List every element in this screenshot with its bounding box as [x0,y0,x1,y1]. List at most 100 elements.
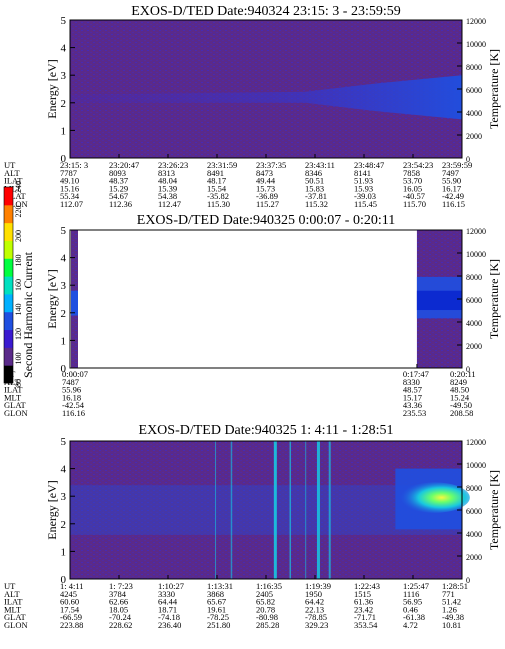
table-cell: 1:16:35 [256,581,282,591]
table-cell: 2405 [256,589,273,599]
table-cell: 115.45 [354,199,377,209]
table-cell: 60.60 [60,597,79,607]
table-cell: 53.70 [403,176,422,186]
colorbar-label: Second Harmonic Current [21,251,35,378]
row-label-ilat: ILAT [4,385,23,395]
table-cell: 4245 [60,589,77,599]
colorbar-tick-label: 160 [14,279,23,291]
table-cell: -66.59 [60,612,82,622]
table-cell: 3784 [109,589,127,599]
panel-3-title: EXOS-D/TED Date:940325 1: 4:11 - 1:28:51 [139,423,394,438]
table-cell: 15.54 [207,183,227,193]
colorbar-segment [4,276,13,295]
table-cell: 55.34 [60,191,80,201]
y-axis-label: Energy [eV] [45,269,59,328]
y-tick-label: 2 [61,519,67,531]
table-cell: 0:00:07 [62,369,88,379]
table-cell: -42.49 [442,191,464,201]
y2-tick-label: 12000 [466,227,486,236]
table-cell: 8093 [109,168,126,178]
table-cell: 1116 [403,589,419,599]
y2-axis-label: Temperature [K] [487,49,501,129]
table-cell: 15.39 [158,183,177,193]
y-axis-label: Energy [eV] [45,480,59,539]
table-cell: -39.03 [354,191,376,201]
row-label-ut: UT [4,581,16,591]
table-cell: 1:19:39 [305,581,331,591]
y2-tick-label: 10000 [466,461,486,470]
y2-tick-label: 8000 [466,63,482,72]
panel-1: EXOS-D/TED Date:940324 23:15: 3 - 23:59:… [4,4,501,209]
table-cell: 56.95 [403,597,422,607]
table-cell: 115.70 [403,199,426,209]
table-cell: -80.98 [256,612,278,622]
y-tick-label: 1 [61,335,67,347]
panel-1-spectrogram [70,20,462,158]
spectrogram-burst [328,441,331,579]
y2-tick-label: 6000 [466,296,482,305]
table-cell: 1950 [305,589,322,599]
colorbar-segment [4,258,13,277]
y2-axis-label: Temperature [K] [487,470,501,550]
y-tick-label: 0 [61,153,67,165]
table-cell: 115.32 [305,199,328,209]
table-cell: 16.17 [442,183,461,193]
table-cell: 23:20:47 [109,160,139,170]
y-tick-label: 2 [61,308,67,320]
table-cell: 1:25:47 [403,581,429,591]
panel-1-title: EXOS-D/TED Date:940324 23:15: 3 - 23:59:… [131,4,400,19]
colorbar-segment [4,204,13,224]
colorbar-segment [4,293,13,313]
table-cell: 23:54:23 [403,160,433,170]
table-cell: -49.38 [442,612,464,622]
table-cell: 116.15 [442,199,465,209]
colorbar-tick-label: 140 [14,304,23,316]
table-cell: 7497 [442,168,459,178]
table-cell: 8491 [207,168,224,178]
spectrogram-strip-end-core [416,290,462,311]
y-tick-label: 4 [61,43,67,55]
y2-tick-label: 6000 [466,86,482,95]
table-cell: 48.17 [207,176,226,186]
colorbar-tick-label: 180 [14,255,23,267]
table-cell: 4.72 [403,620,418,630]
spectrogram-burst [230,441,233,579]
row-label-alt: ALT [4,589,21,599]
table-cell: 7787 [60,168,77,178]
table-cell: 1:13:31 [207,581,233,591]
y2-tick-label: 6000 [466,507,482,516]
colorbar-tick-label: 220 [14,206,23,218]
table-cell: 18.71 [158,604,177,614]
colorbar-segment [4,187,13,206]
table-cell: 23:37:35 [256,160,286,170]
table-cell: 23:26:23 [158,160,188,170]
panel-1-ephemeris-table: UTALTILATMLTGLATGLON23:15: 3778749.1015.… [4,160,472,209]
table-cell: 55.96 [62,385,81,395]
table-cell: 16.18 [62,392,81,402]
table-cell: -70.24 [109,612,132,622]
table-cell: 23:31:59 [207,160,237,170]
table-cell: 54.67 [109,191,128,201]
y-tick-label: 3 [61,70,67,82]
row-label-mlt: MLT [4,604,22,614]
y2-tick-label: 12000 [466,17,486,26]
table-cell: 19.61 [207,604,226,614]
table-cell: 1.26 [442,604,457,614]
table-cell: 7487 [62,377,79,387]
table-cell: 3330 [158,589,175,599]
y-tick-label: 5 [61,225,67,237]
y2-tick-label: 10000 [466,250,486,259]
row-label-mlt: MLT [4,392,22,402]
row-label-glat: GLAT [4,612,27,622]
table-cell: 23.42 [354,604,373,614]
y2-tick-label: 0 [466,155,470,164]
y-tick-label: 1 [61,125,67,137]
table-cell: 51.42 [442,597,461,607]
table-cell: 54.38 [158,191,177,201]
y-tick-label: 3 [61,491,67,503]
table-cell: 20.78 [256,604,275,614]
row-label-ilat: ILAT [4,176,23,186]
y-tick-label: 4 [61,464,67,476]
table-cell: -71.71 [354,612,376,622]
